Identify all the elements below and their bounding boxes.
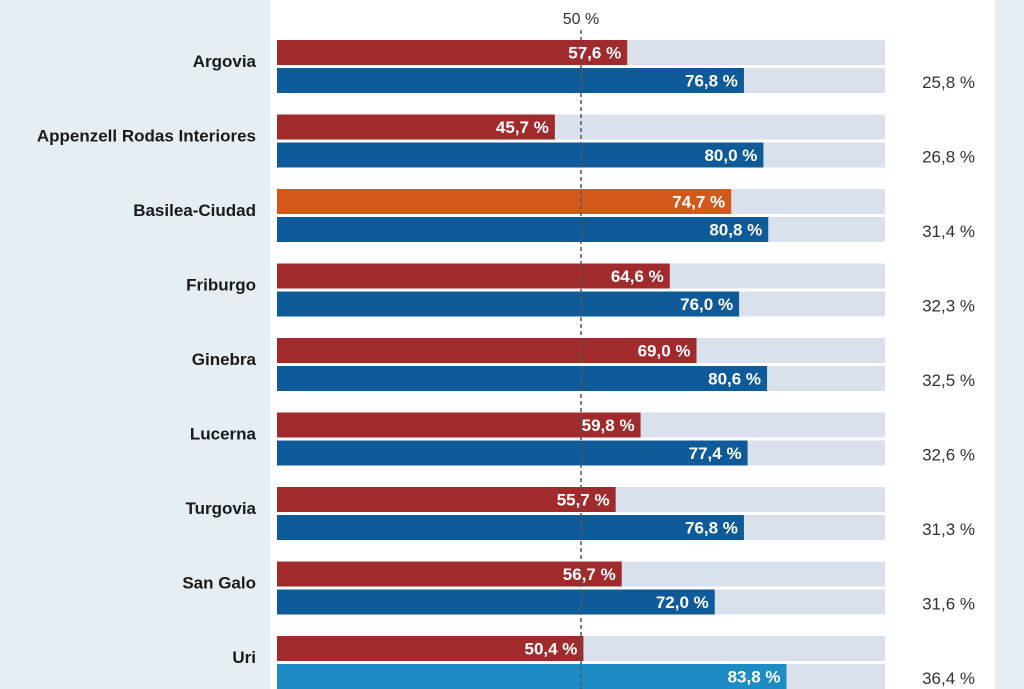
bar	[277, 142, 764, 168]
bar	[277, 40, 628, 65]
category-label: Uri	[232, 648, 256, 667]
bar	[277, 291, 740, 317]
right-value-label: 31,6 %	[922, 595, 975, 614]
bar	[277, 561, 622, 587]
right-value-label: 31,4 %	[922, 222, 975, 241]
right-value-label: 32,6 %	[922, 446, 975, 465]
bar-value-label: 64,6 %	[611, 267, 664, 286]
category-label: Ginebra	[192, 350, 257, 369]
category-label: Friburgo	[186, 276, 256, 295]
reference-line-label: 50 %	[563, 11, 599, 28]
bar	[277, 114, 555, 140]
bar	[277, 589, 715, 615]
category-label: Turgovia	[185, 499, 256, 518]
bar-value-label: 80,8 %	[709, 221, 762, 240]
bar-value-label: 80,0 %	[704, 146, 757, 165]
bar-value-label: 56,7 %	[563, 565, 616, 584]
category-label: Argovia	[193, 52, 257, 71]
bar	[277, 338, 697, 363]
bar	[277, 68, 744, 93]
right-value-label: 36,4 %	[922, 669, 975, 688]
bar-value-label: 76,8 %	[685, 72, 738, 91]
category-label: Basilea-Ciudad	[133, 201, 256, 220]
right-value-label: 31,3 %	[922, 520, 975, 539]
right-value-label: 25,8 %	[922, 73, 975, 92]
bar-value-label: 83,8 %	[728, 668, 781, 687]
category-label: Lucerna	[190, 425, 257, 444]
bar	[277, 217, 769, 242]
bar	[277, 636, 584, 661]
bar	[277, 664, 787, 689]
bar-value-label: 76,8 %	[685, 519, 738, 538]
bar-value-label: 59,8 %	[582, 416, 635, 435]
right-value-label: 32,3 %	[922, 297, 975, 316]
category-label: Appenzell Rodas Interiores	[37, 127, 256, 146]
bar-value-label: 80,6 %	[708, 370, 761, 389]
bar-value-label: 55,7 %	[557, 491, 610, 510]
bar-value-label: 74,7 %	[672, 193, 725, 212]
bar	[277, 263, 670, 289]
bar	[277, 189, 732, 214]
bar-value-label: 69,0 %	[638, 342, 691, 361]
right-value-label: 26,8 %	[922, 148, 975, 167]
bar	[277, 487, 616, 512]
bar-value-label: 45,7 %	[496, 118, 549, 137]
category-label: San Galo	[182, 574, 256, 593]
bar	[277, 440, 748, 466]
right-value-label: 32,5 %	[922, 371, 975, 390]
bar-value-label: 77,4 %	[689, 444, 742, 463]
bar-value-label: 76,0 %	[680, 295, 733, 314]
bar	[277, 412, 641, 438]
bar-value-label: 57,6 %	[568, 44, 621, 63]
bar	[277, 366, 768, 391]
bar	[277, 515, 744, 540]
bar-value-label: 72,0 %	[656, 593, 709, 612]
bar-value-label: 50,4 %	[524, 640, 577, 659]
